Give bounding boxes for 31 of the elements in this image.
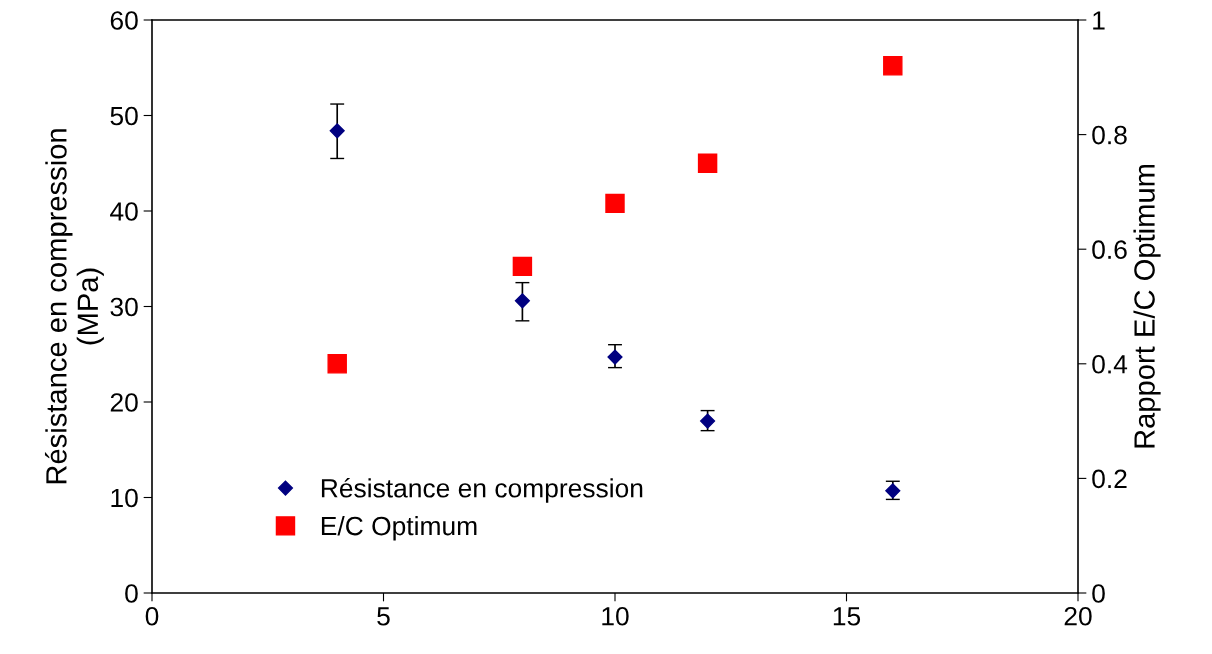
y2-tick-label: 0.8 [1092, 125, 1127, 145]
y2-tick-label: 0.4 [1092, 354, 1128, 374]
y-tick-label: 50 [110, 106, 138, 126]
y2-tick-label: 0.6 [1092, 240, 1127, 260]
point [700, 413, 716, 429]
legend-label: E/C Optimum [321, 516, 477, 541]
y-tick-label: 20 [110, 393, 138, 412]
y-tick-label: 30 [110, 297, 138, 317]
y2-tick-label: 0 [1092, 584, 1105, 603]
y-tick-label: 40 [110, 202, 138, 221]
point [607, 349, 623, 365]
x-tick-label: 10 [602, 606, 629, 626]
point [514, 293, 530, 309]
point [327, 354, 347, 374]
y2-tick-label: 0.2 [1092, 469, 1127, 489]
y-tick-label: 60 [110, 11, 138, 30]
legend-label: Résistance en compression [321, 477, 643, 503]
y-tick-label: 0 [125, 584, 138, 603]
point [329, 123, 345, 139]
x-tick-label: 5 [377, 607, 390, 626]
y-axis-title: Résistance en compression (MPa) [44, 129, 104, 484]
y2-axis-title: Rapport E/C Optimum [1133, 164, 1161, 448]
x-tick-label: 15 [833, 607, 861, 626]
point [697, 153, 718, 173]
y2-tick-label: 1 [1093, 11, 1105, 30]
point [883, 56, 903, 76]
x-tick-label: 20 [1064, 606, 1092, 626]
point [605, 193, 625, 214]
point [512, 256, 533, 277]
x-tick-label: 0 [145, 606, 159, 626]
y-tick-label: 10 [111, 488, 138, 508]
